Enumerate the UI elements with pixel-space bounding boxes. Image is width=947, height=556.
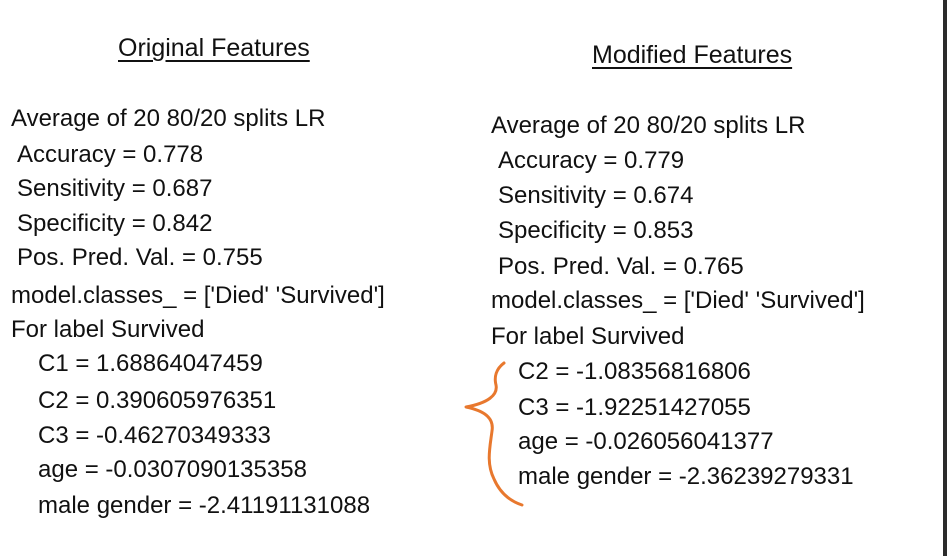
original-coef-male-gender: male gender = -2.41191131088: [38, 492, 371, 519]
original-classes: model.classes_ = ['Died' 'Survived']: [11, 282, 385, 309]
original-sensitivity: Sensitivity = 0.687: [17, 175, 213, 202]
modified-coef-c3: C3 = -1.92251427055: [518, 394, 751, 421]
original-specificity: Specificity = 0.842: [17, 210, 213, 237]
original-coef-c1: C1 = 1.68864047459: [38, 350, 263, 377]
window-edge: [943, 0, 947, 556]
original-coef-c3: C3 = -0.46270349333: [38, 422, 271, 449]
original-ppv: Pos. Pred. Val. = 0.755: [17, 244, 263, 271]
original-accuracy: Accuracy = 0.778: [17, 141, 204, 168]
modified-accuracy: Accuracy = 0.779: [498, 147, 685, 174]
modified-sensitivity: Sensitivity = 0.674: [498, 182, 694, 209]
original-summary: Average of 20 80/20 splits LR: [11, 105, 326, 132]
modified-summary: Average of 20 80/20 splits LR: [491, 112, 806, 139]
modified-coef-age: age = -0.026056041377: [518, 428, 774, 455]
modified-label: For label Survived: [491, 323, 685, 350]
modified-specificity: Specificity = 0.853: [498, 217, 694, 244]
curly-brace-annotation: [464, 361, 524, 507]
original-label: For label Survived: [11, 316, 205, 343]
brace-stroke: [464, 361, 524, 507]
modified-coef-c2: C2 = -1.08356816806: [518, 358, 751, 385]
modified-coef-male-gender: male gender = -2.36239279331: [518, 463, 854, 490]
modified-ppv: Pos. Pred. Val. = 0.765: [498, 253, 744, 280]
original-features-heading: Original Features: [118, 34, 310, 62]
modified-features-heading: Modified Features: [592, 41, 793, 69]
original-coef-c2: C2 = 0.390605976351: [38, 387, 277, 414]
modified-classes: model.classes_ = ['Died' 'Survived']: [491, 287, 865, 314]
original-coef-age: age = -0.0307090135358: [38, 456, 307, 483]
